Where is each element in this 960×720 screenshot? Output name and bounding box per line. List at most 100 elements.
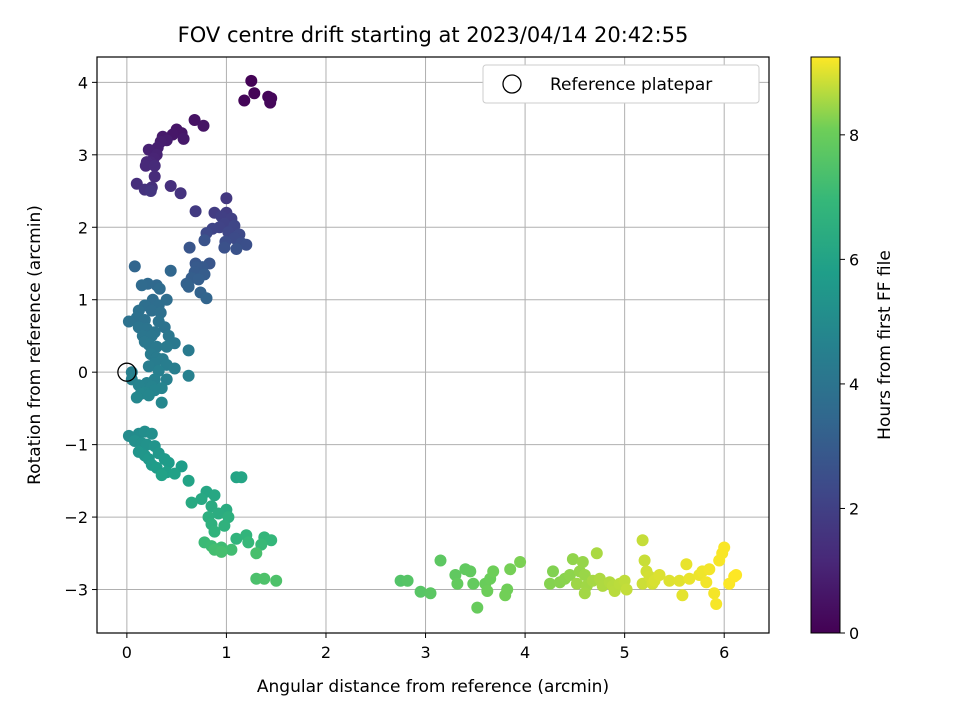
x-tick-label: 1	[221, 643, 231, 662]
data-point	[700, 576, 713, 589]
data-point	[683, 572, 696, 585]
data-point	[230, 243, 243, 255]
y-tick-label: 4	[78, 73, 88, 92]
x-axis-ticks: 0 1 2 3 4 5 6	[122, 633, 729, 662]
data-point	[434, 554, 447, 567]
data-point	[481, 585, 494, 597]
data-point	[164, 180, 177, 192]
data-point	[401, 574, 414, 587]
data-point	[155, 396, 168, 409]
plot-area	[97, 57, 769, 633]
data-point	[174, 187, 187, 200]
x-tick-label: 0	[122, 643, 132, 662]
data-point	[155, 469, 168, 482]
y-tick-label: 2	[78, 218, 88, 237]
data-point	[663, 574, 676, 587]
data-point	[139, 159, 152, 172]
colorbar-tick-label: 4	[849, 375, 859, 394]
data-point	[414, 585, 427, 598]
legend-marker	[502, 74, 522, 94]
y-tick-label: 1	[78, 291, 88, 310]
data-point	[499, 589, 512, 602]
data-point	[182, 474, 195, 487]
data-point	[240, 238, 253, 251]
data-point	[177, 132, 190, 145]
data-point	[424, 587, 437, 600]
y-tick-label: −1	[64, 436, 88, 455]
data-point	[162, 456, 175, 469]
data-point	[504, 563, 517, 576]
x-tick-label: 6	[719, 643, 729, 662]
data-point	[576, 556, 589, 568]
data-point	[636, 534, 649, 547]
data-point	[168, 467, 181, 480]
data-point	[200, 292, 213, 305]
data-point	[563, 569, 576, 581]
data-point	[215, 545, 228, 558]
x-axis-label: Angular distance from reference (arcmin)	[257, 677, 609, 697]
data-point	[570, 577, 583, 590]
data-point	[145, 427, 158, 440]
colorbar-label: Hours from first FF file	[875, 250, 895, 440]
data-point	[208, 525, 221, 538]
legend-box	[482, 64, 760, 104]
data-point	[676, 589, 689, 602]
data-point	[148, 159, 161, 172]
data-point	[218, 241, 231, 254]
data-point	[730, 569, 743, 581]
y-axis-label: Rotation from reference (arcmin)	[25, 205, 45, 485]
colorbar-tick-label: 2	[849, 499, 859, 518]
colorbar	[810, 56, 841, 634]
data-point	[566, 553, 579, 566]
data-point	[235, 471, 248, 484]
data-point	[142, 389, 155, 402]
data-point	[212, 507, 225, 520]
data-point	[144, 185, 157, 197]
data-point	[148, 170, 161, 183]
data-point	[487, 565, 500, 578]
data-point	[192, 273, 205, 286]
data-point	[164, 264, 177, 277]
y-tick-label: −3	[64, 581, 88, 600]
data-point	[250, 547, 263, 560]
data-point	[153, 282, 166, 295]
data-point	[673, 574, 686, 587]
data-point	[270, 574, 283, 587]
reference-platepar-marker	[117, 362, 137, 382]
colorbar-ticks: 0 2 4 6 8	[840, 126, 859, 643]
data-points	[122, 74, 743, 614]
data-point	[710, 598, 723, 610]
data-point	[680, 558, 693, 571]
data-point	[168, 362, 181, 375]
data-point	[128, 260, 141, 273]
data-point	[703, 563, 716, 576]
legend-label: Reference platepar	[550, 75, 712, 95]
data-point	[220, 192, 233, 205]
data-point	[122, 315, 135, 328]
x-tick-label: 3	[420, 643, 430, 662]
data-point	[182, 344, 195, 357]
chart-title: FOV centre drift starting at 2023/04/14 …	[178, 23, 689, 47]
data-point	[182, 369, 195, 382]
data-point	[264, 96, 277, 109]
plot-frame	[96, 56, 770, 634]
data-point	[653, 569, 666, 581]
data-point	[182, 280, 195, 293]
data-point	[464, 565, 477, 578]
data-point	[135, 279, 148, 292]
data-point	[197, 119, 210, 132]
data-point	[208, 489, 221, 502]
y-axis-ticks: −3 −2 −1 0 1 2 3 4	[64, 73, 97, 600]
data-point	[258, 572, 271, 585]
data-point	[230, 532, 243, 545]
data-point	[620, 583, 633, 596]
data-point	[218, 519, 231, 532]
data-point	[467, 577, 480, 590]
data-point	[471, 601, 484, 614]
data-point	[188, 114, 201, 126]
data-point	[255, 538, 268, 551]
data-point	[590, 547, 603, 560]
data-point	[578, 587, 591, 600]
data-point	[185, 496, 198, 509]
